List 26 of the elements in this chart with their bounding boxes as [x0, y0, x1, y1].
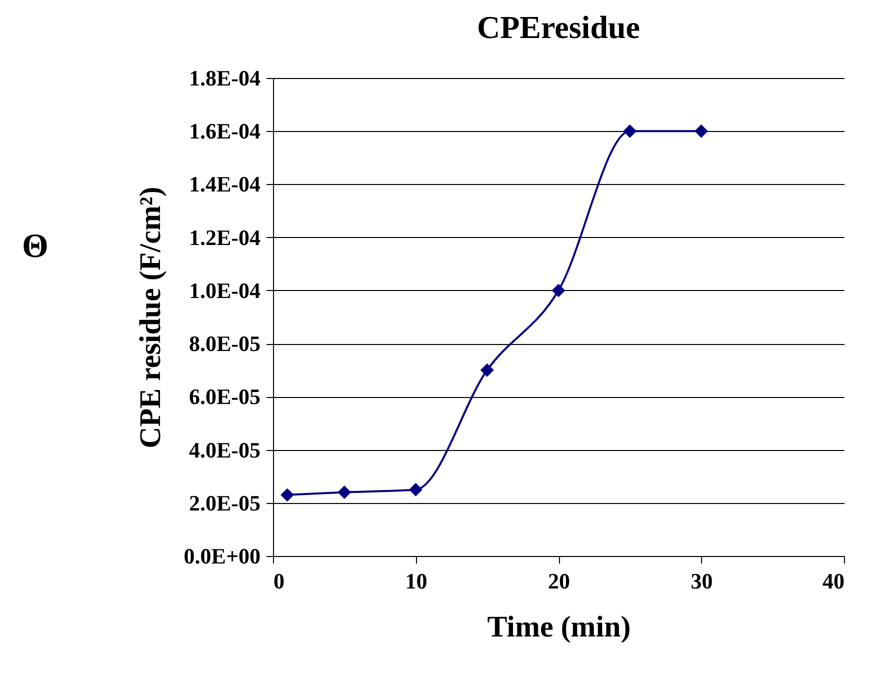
y-tick-label: 8.0E-05: [189, 331, 260, 356]
y-tick-label: 6.0E-05: [189, 384, 260, 410]
point: [280, 488, 294, 502]
point: [409, 482, 422, 496]
x-tick-label: 30: [690, 568, 713, 594]
x-tick-label: 20: [548, 568, 570, 594]
x-tick-label: 10: [405, 568, 428, 594]
y-tick-label: 1.8E-04: [189, 66, 260, 90]
chart-title: CPEresidue: [477, 9, 640, 45]
point: [623, 124, 637, 138]
text: Θ: [22, 228, 48, 266]
y-tick-label: 4.0E-05: [189, 437, 260, 462]
x-tick-label: 40: [822, 568, 844, 594]
y-tick-label: 1.6E-04: [189, 118, 260, 144]
y-tick-label: 2.0E-05: [189, 490, 260, 516]
point: [552, 284, 566, 298]
y-tick-label: 1.2E-04: [189, 224, 260, 250]
x-tick-label: 0: [274, 568, 284, 594]
y-tick-label: 1.4E-04: [189, 172, 260, 197]
y-tick-label: 1.0E-04: [189, 278, 260, 303]
point: [480, 363, 494, 377]
point: [694, 124, 708, 138]
x-axis-title: Time (min): [487, 610, 631, 644]
y-tick-label: 0.0E+00: [184, 544, 260, 568]
point: [338, 486, 352, 499]
y-axis-title: CPE residue (F/cm²): [134, 186, 167, 448]
